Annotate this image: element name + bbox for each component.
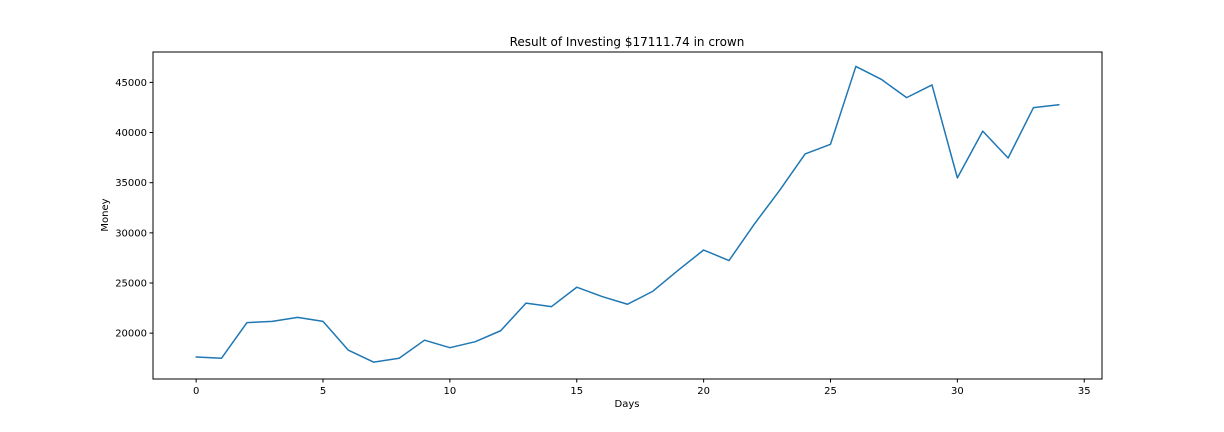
x-tick-label: 5 bbox=[320, 386, 326, 397]
y-axis-label: Money bbox=[100, 198, 111, 231]
x-tick-label: 0 bbox=[193, 386, 199, 397]
x-tick-label: 20 bbox=[697, 386, 710, 397]
y-tick-label: 25000 bbox=[115, 279, 147, 290]
series-line bbox=[195, 65, 1060, 363]
x-tick-label: 10 bbox=[444, 386, 457, 397]
chart-title: Result of Investing $17111.74 in crown bbox=[510, 35, 745, 49]
x-tick-label: 25 bbox=[824, 386, 837, 397]
x-axis-ticks: 0 5 10 15 20 25 30 35 bbox=[193, 379, 1091, 397]
x-tick-label: 15 bbox=[570, 386, 583, 397]
y-tick-label: 45000 bbox=[115, 78, 147, 89]
x-tick-label: 30 bbox=[951, 386, 964, 397]
x-tick-label: 35 bbox=[1078, 386, 1091, 397]
y-tick-label: 30000 bbox=[115, 228, 147, 239]
plot-area bbox=[153, 52, 1102, 379]
y-tick-label: 40000 bbox=[115, 128, 147, 139]
x-axis-label: Days bbox=[615, 399, 640, 410]
y-tick-label: 20000 bbox=[115, 329, 147, 340]
y-tick-label: 35000 bbox=[115, 178, 147, 189]
plot-frame bbox=[152, 51, 1103, 380]
y-axis-ticks: 20000 25000 30000 35000 40000 45000 bbox=[115, 78, 153, 340]
